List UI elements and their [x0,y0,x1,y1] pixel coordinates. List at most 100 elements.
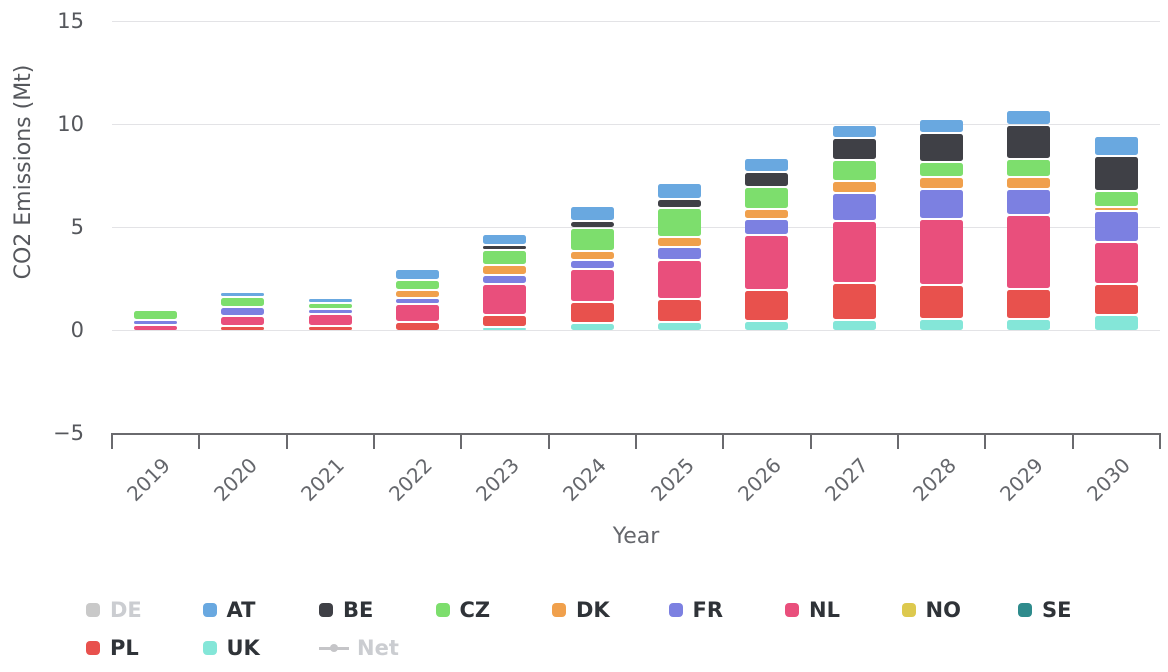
bar-segment-CZ[interactable] [745,188,789,208]
bar-segment-AT[interactable] [221,293,265,297]
x-axis-title: Year [612,524,660,549]
bar-segment-BE[interactable] [570,222,614,228]
bar-segment-DK[interactable] [745,209,789,218]
bar-segment-DK[interactable] [1007,177,1051,189]
bar-segment-DK[interactable] [1094,207,1138,210]
bar-segment-CZ[interactable] [396,280,440,290]
bar-segment-CZ[interactable] [570,229,614,250]
bar-segment-UK[interactable] [1094,315,1138,330]
bar-segment-NL[interactable] [920,219,964,284]
bar-segment-FR[interactable] [745,219,789,235]
bar-segment-NL[interactable] [832,221,876,282]
bar-segment-BE[interactable] [1007,126,1051,159]
bar-segment-DK[interactable] [920,177,964,189]
bar-segment-NL[interactable] [308,314,352,325]
gridline [112,21,1160,22]
bar-segment-AT[interactable] [832,126,876,137]
bar-segment-FR[interactable] [832,194,876,220]
bar-segment-UK[interactable] [832,320,876,330]
bar-segment-UK[interactable] [570,323,614,330]
legend-label: PL [110,636,139,660]
bar-segment-FR[interactable] [396,299,440,304]
bar-segment-UK[interactable] [658,322,702,330]
bar-segment-PL[interactable] [832,283,876,319]
bar-segment-UK[interactable] [1007,319,1051,330]
bar-segment-FR[interactable] [570,261,614,269]
bar-segment-BE[interactable] [745,172,789,187]
bar-segment-CZ[interactable] [832,161,876,180]
bar-segment-DK[interactable] [396,291,440,298]
bar-segment-NL[interactable] [570,270,614,302]
bar-segment-FR[interactable] [658,247,702,260]
bar-segment-AT[interactable] [745,159,789,171]
legend-item-AT[interactable]: AT [202,598,320,622]
bar-segment-CZ[interactable] [483,250,527,265]
bar-segment-DK[interactable] [570,251,614,260]
legend-item-DE[interactable]: DE [86,598,203,622]
bar-segment-FR[interactable] [483,275,527,283]
legend-item-BE[interactable]: BE [319,598,436,622]
legend-item-NL[interactable]: NL [785,598,902,622]
bar-segment-BE[interactable] [483,245,527,249]
bar-segment-NL[interactable] [134,325,178,330]
bar-segment-PL[interactable] [396,322,440,330]
bar-segment-NL[interactable] [221,316,265,325]
bar-segment-CZ[interactable] [308,304,352,308]
legend-item-DK[interactable]: DK [552,598,669,622]
bar-segment-PL[interactable] [1007,289,1051,318]
bar-segment-DK[interactable] [832,181,876,193]
bar-segment-FR[interactable] [920,190,964,218]
bar-segment-CZ[interactable] [1007,160,1051,176]
bar-segment-NL[interactable] [745,236,789,289]
bar-segment-FR[interactable] [308,309,352,313]
legend-item-CZ[interactable]: CZ [435,598,553,622]
bar-segment-BE[interactable] [920,133,964,162]
bar-segment-UK[interactable] [920,319,964,330]
net-line-marker-icon [319,641,349,655]
bar-segment-PL[interactable] [570,303,614,322]
bar-segment-CZ[interactable] [134,310,178,319]
legend-item-SE[interactable]: SE [1018,598,1135,622]
bar-segment-BE[interactable] [1094,157,1138,191]
bar-segment-PL[interactable] [221,326,265,330]
bar-segment-NL[interactable] [658,261,702,299]
legend-item-UK[interactable]: UK [202,636,320,660]
bar-segment-AT[interactable] [308,299,352,303]
bar-segment-PL[interactable] [920,285,964,318]
bar-segment-DK[interactable] [658,237,702,246]
bar-segment-CZ[interactable] [920,163,964,176]
bar-segment-AT[interactable] [1007,111,1051,125]
bar-segment-AT[interactable] [920,120,964,132]
bar-segment-PL[interactable] [745,290,789,320]
bar-segment-PL[interactable] [483,315,527,326]
bar-segment-BE[interactable] [832,138,876,160]
bar-segment-UK[interactable] [483,327,527,330]
bar-segment-FR[interactable] [1094,211,1138,241]
legend-item-PL[interactable]: PL [86,636,203,660]
bar-segment-NL[interactable] [396,305,440,321]
x-axis-tick [372,433,375,449]
bar-segment-FR[interactable] [134,320,178,324]
bar-segment-BE[interactable] [658,199,702,207]
bar-segment-NL[interactable] [1094,242,1138,283]
bar-segment-CZ[interactable] [1094,192,1138,206]
bar-segment-PL[interactable] [658,300,702,321]
bar-segment-CZ[interactable] [658,208,702,236]
legend-item-FR[interactable]: FR [668,598,786,622]
bar-segment-UK[interactable] [745,321,789,330]
legend-item-Net[interactable]: Net [319,636,436,660]
bar-segment-CZ[interactable] [221,298,265,307]
legend-item-NO[interactable]: NO [901,598,1019,622]
bar-segment-AT[interactable] [570,206,614,221]
bar-segment-AT[interactable] [396,269,440,279]
bar-segment-AT[interactable] [658,184,702,198]
bar-segment-AT[interactable] [1094,136,1138,156]
bar-segment-FR[interactable] [1007,190,1051,214]
bar-segment-PL[interactable] [1094,284,1138,314]
bar-segment-DK[interactable] [483,266,527,274]
bar-segment-FR[interactable] [221,308,265,315]
bar-segment-AT[interactable] [483,234,527,244]
bar-segment-PL[interactable] [308,326,352,330]
bar-segment-NL[interactable] [483,284,527,314]
bar-segment-NL[interactable] [1007,215,1051,288]
